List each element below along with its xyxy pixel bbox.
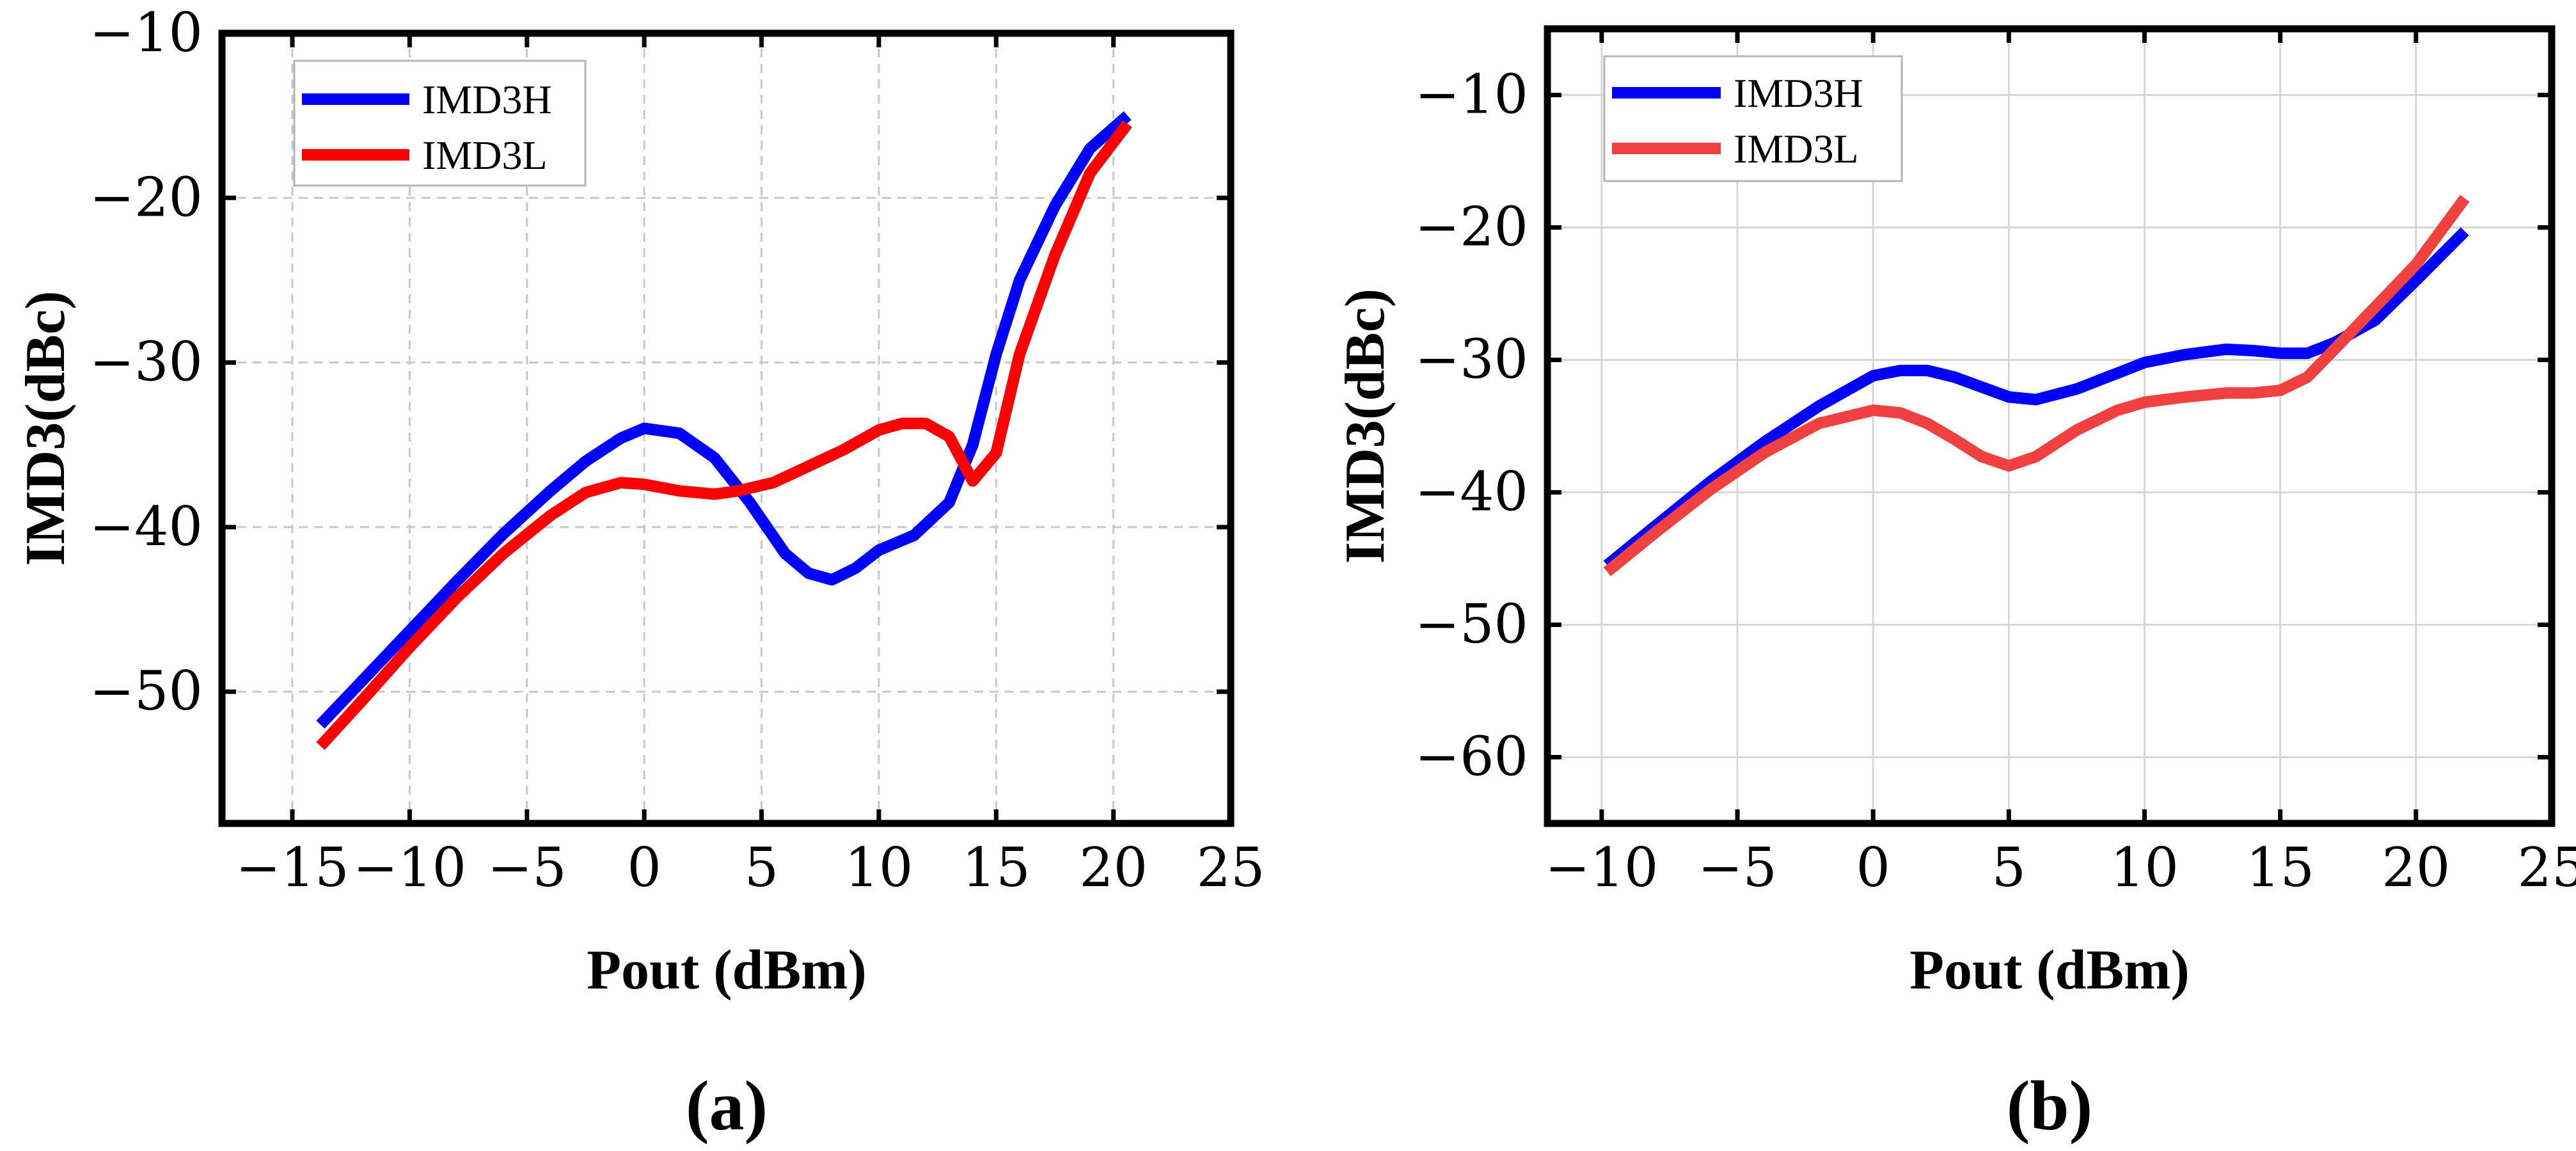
legend-label-imd3h: IMD3H <box>422 77 552 122</box>
y-tick-label: −10 <box>1415 63 1528 126</box>
x-tick-label: 20 <box>1079 836 1148 899</box>
panel-label: (a) <box>686 1067 768 1145</box>
y-tick-label: −10 <box>90 1 203 64</box>
y-tick-label: −40 <box>1415 461 1528 523</box>
y-tick-label: −60 <box>1415 726 1528 788</box>
legend-box <box>293 60 587 187</box>
x-tick-label: −10 <box>1545 836 1658 899</box>
x-tick-label: −5 <box>1698 836 1777 899</box>
y-tick-label: −50 <box>1415 593 1528 656</box>
x-tick-label: 25 <box>1197 836 1265 899</box>
legend-box <box>1603 55 1903 182</box>
series-line-imd3h <box>1603 227 2469 570</box>
x-tick-label: 25 <box>2518 836 2576 899</box>
y-tick-label: −20 <box>1415 196 1528 258</box>
x-tick-label: 0 <box>1856 836 1890 899</box>
x-tick-label: 5 <box>745 836 778 899</box>
y-tick-label: −40 <box>90 495 203 558</box>
y-tick-label: −30 <box>1415 328 1528 391</box>
x-tick-label: 15 <box>2246 836 2314 899</box>
legend-label-imd3h: IMD3H <box>1734 70 1863 116</box>
y-tick-label: −50 <box>90 660 203 722</box>
x-tick-label: 10 <box>2110 836 2179 899</box>
y-axis-title: IMD3(dBc) <box>1334 289 1396 564</box>
x-tick-label: 5 <box>1992 836 2026 899</box>
x-tick-label: −10 <box>353 836 466 899</box>
x-tick-label: −5 <box>487 836 567 899</box>
x-tick-label: 10 <box>844 836 913 899</box>
series-line-imd3l <box>316 120 1132 750</box>
legend-label-imd3l: IMD3L <box>422 132 548 178</box>
legend: IMD3H IMD3L <box>293 60 587 187</box>
legend: IMD3H IMD3L <box>1603 55 1903 182</box>
x-axis-title: Pout (dBm) <box>1909 939 2190 1001</box>
y-tick-label: −30 <box>90 331 203 393</box>
plot-frame <box>218 29 1235 827</box>
legend-label-imd3l: IMD3L <box>1734 126 1859 171</box>
y-axis-title: IMD3(dBc) <box>15 290 77 566</box>
series-line-imd3h <box>316 111 1132 729</box>
x-tick-label: 15 <box>962 836 1031 899</box>
x-axis-title: Pout (dBm) <box>587 939 867 1001</box>
plot-frame <box>1544 25 2556 827</box>
x-tick-label: 0 <box>627 836 661 899</box>
x-tick-label: 20 <box>2382 836 2450 899</box>
y-tick-label: −20 <box>90 166 203 228</box>
series-line-imd3l <box>1603 194 2470 576</box>
panel-label: (b) <box>2007 1067 2092 1145</box>
x-tick-label: −15 <box>235 836 349 899</box>
